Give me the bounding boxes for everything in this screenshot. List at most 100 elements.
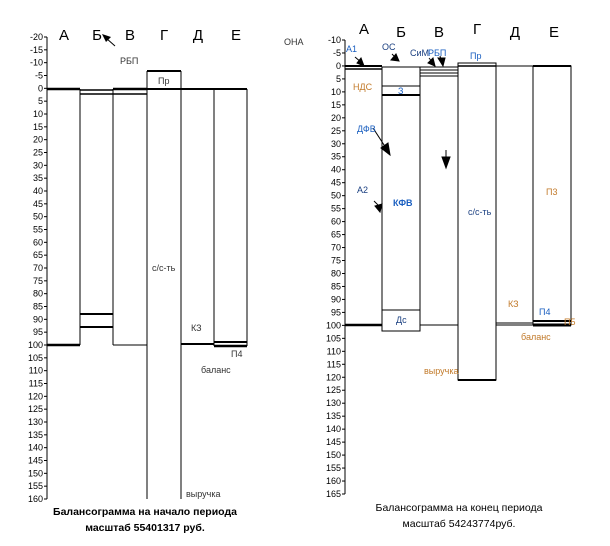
right-scale: масштаб 54243774руб. [403, 518, 516, 530]
right-label-pr: Пр [470, 51, 481, 61]
right-col-b: Б [396, 24, 406, 41]
left-tick-label: 85 [33, 302, 43, 312]
right-tick-label: 135 [326, 411, 341, 421]
arrow-down-right-icon [354, 56, 365, 67]
right-tick-label: 15 [331, 100, 341, 110]
right-col-e: Е [549, 24, 559, 41]
left-tick-label: 150 [28, 468, 43, 478]
right-tick-label: 5 [336, 74, 341, 84]
left-bars [47, 70, 248, 499]
right-tick-label: 105 [326, 333, 341, 343]
left-tick-label: -20 [30, 32, 43, 42]
left-col-a: А [59, 27, 69, 44]
right-tick-label: 0 [336, 61, 341, 71]
right-tick-label: -10 [328, 35, 341, 45]
left-tick-label: 45 [33, 199, 43, 209]
right-tick-label: 70 [331, 243, 341, 253]
right-label-z: З [398, 86, 403, 96]
left-tick-label: -10 [30, 58, 43, 68]
left-axis: -20 -15 -10 -5 0 5 10 15 20 25 30 35 40 45 50 55 60 65 70 7… [28, 32, 47, 504]
right-tick-label: 25 [331, 126, 341, 136]
right-tick-label: 35 [331, 152, 341, 162]
right-tick-label: 100 [326, 320, 341, 330]
right-tick-label: 45 [331, 178, 341, 188]
left-tick-label: 25 [33, 148, 43, 158]
left-tick-label: 125 [28, 404, 43, 414]
arrow-down-right-icon [427, 57, 436, 67]
left-label-ona: ОНА [284, 37, 304, 47]
right-col-a: А [359, 21, 369, 38]
right-tick-label: 150 [326, 450, 341, 460]
right-label-nds: НДС [353, 82, 373, 92]
left-label-revenue: выручка [186, 489, 220, 499]
left-tick-label: -5 [35, 71, 43, 81]
right-tick-label: 125 [326, 385, 341, 395]
left-tick-label: 10 [33, 109, 43, 119]
left-tick-label: 15 [33, 122, 43, 132]
right-tick-label: 120 [326, 372, 341, 382]
right-tick-label: 165 [326, 489, 341, 499]
left-tick-label: 95 [33, 327, 43, 337]
right-tick-label: 95 [331, 307, 341, 317]
right-axis: -10 -5 0 5 10 15 20 25 30 35 40 45 50 55 60 65 70 75 80 85 9… [326, 35, 345, 499]
arrow-up-left-icon [102, 34, 116, 47]
right-tick-label: 65 [331, 230, 341, 240]
left-tick-label: 140 [28, 443, 43, 453]
right-tick-label: 145 [326, 437, 341, 447]
left-col-b: Б [92, 27, 102, 44]
left-tick-label: 65 [33, 250, 43, 260]
left-tick-label: 5 [38, 96, 43, 106]
right-tick-label: 30 [331, 139, 341, 149]
right-tick-label: 90 [331, 294, 341, 304]
left-tick-label: 55 [33, 225, 43, 235]
left-tick-label: 130 [28, 417, 43, 427]
right-col-v: В [434, 24, 444, 41]
right-tick-label: 80 [331, 268, 341, 278]
left-tick-label: 70 [33, 263, 43, 273]
right-label-a2: А2 [357, 185, 368, 195]
arrow-down-right-icon [372, 127, 391, 157]
right-tick-label: 20 [331, 113, 341, 123]
right-label-rbp: РБП [428, 48, 446, 58]
right-label-p3: П3 [546, 187, 557, 197]
right-label-p4: П4 [539, 307, 550, 317]
left-tick-label: 110 [29, 366, 43, 376]
right-label-sim: СиМ [410, 48, 429, 58]
left-col-g: Г [160, 27, 168, 44]
right-tick-label: 55 [331, 204, 341, 214]
left-label-rbp: РБП [120, 56, 138, 66]
right-label-revenue: выручка [424, 366, 458, 376]
left-label-p4: П4 [231, 349, 242, 359]
right-label-a1: А1 [346, 44, 357, 54]
left-tick-label: 80 [33, 289, 43, 299]
left-tick-label: 105 [28, 353, 43, 363]
left-title: Балансограмма на начало периода [53, 506, 237, 518]
right-col-g: Г [473, 21, 481, 38]
left-tick-label: 75 [33, 276, 43, 286]
right-label-kz: КЗ [508, 299, 519, 309]
right-label-p5: П5 [564, 317, 575, 327]
right-tick-label: -5 [333, 48, 341, 58]
right-title: Балансограмма на конец периода [376, 502, 543, 514]
left-scale: масштаб 55401317 руб. [85, 522, 205, 534]
right-tick-label: 160 [326, 476, 341, 486]
left-tick-label: 0 [38, 83, 43, 93]
right-tick-label: 155 [326, 463, 341, 473]
left-label-pr: Пр [158, 76, 169, 86]
left-tick-label: 60 [33, 237, 43, 247]
arrow-down-icon [437, 55, 446, 68]
right-label-balance: баланс [521, 332, 551, 342]
right-label-os: ОС [382, 42, 396, 52]
left-tick-label: 145 [28, 456, 43, 466]
left-tick-label: 35 [33, 173, 43, 183]
arrow-down-right-icon [390, 53, 400, 62]
left-col-v: В [125, 27, 135, 44]
left-diagram: -20 -15 -10 -5 0 5 10 15 20 25 30 35 40 45 50 55 60 65 70 7… [28, 27, 304, 534]
left-tick-label: 90 [33, 314, 43, 324]
left-tick-label: 100 [28, 340, 43, 350]
left-tick-label: 50 [33, 212, 43, 222]
left-tick-label: 120 [28, 391, 43, 401]
right-tick-label: 50 [331, 191, 341, 201]
left-tick-label: 20 [33, 135, 43, 145]
